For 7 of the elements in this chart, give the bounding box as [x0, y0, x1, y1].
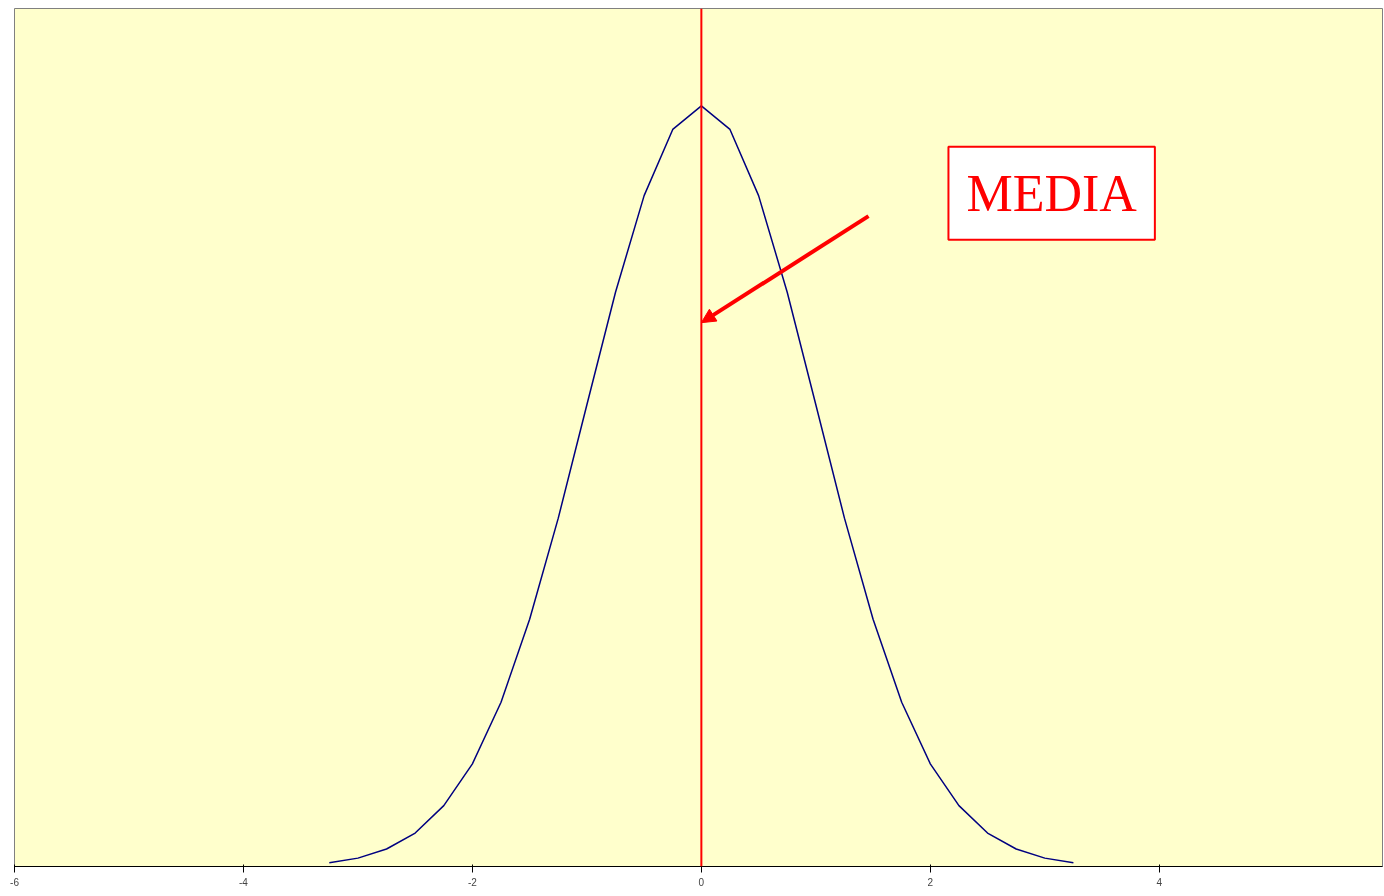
x-tick-label: 0 [698, 876, 705, 888]
x-tick-label: -4 [239, 876, 249, 888]
x-tick-label: -2 [467, 876, 478, 888]
annotation: MEDIA [966, 164, 1138, 222]
x-tick-label: -6 [10, 876, 20, 888]
x-tick-label: 4 [1156, 876, 1163, 888]
x-tick-label: 2 [927, 876, 934, 888]
